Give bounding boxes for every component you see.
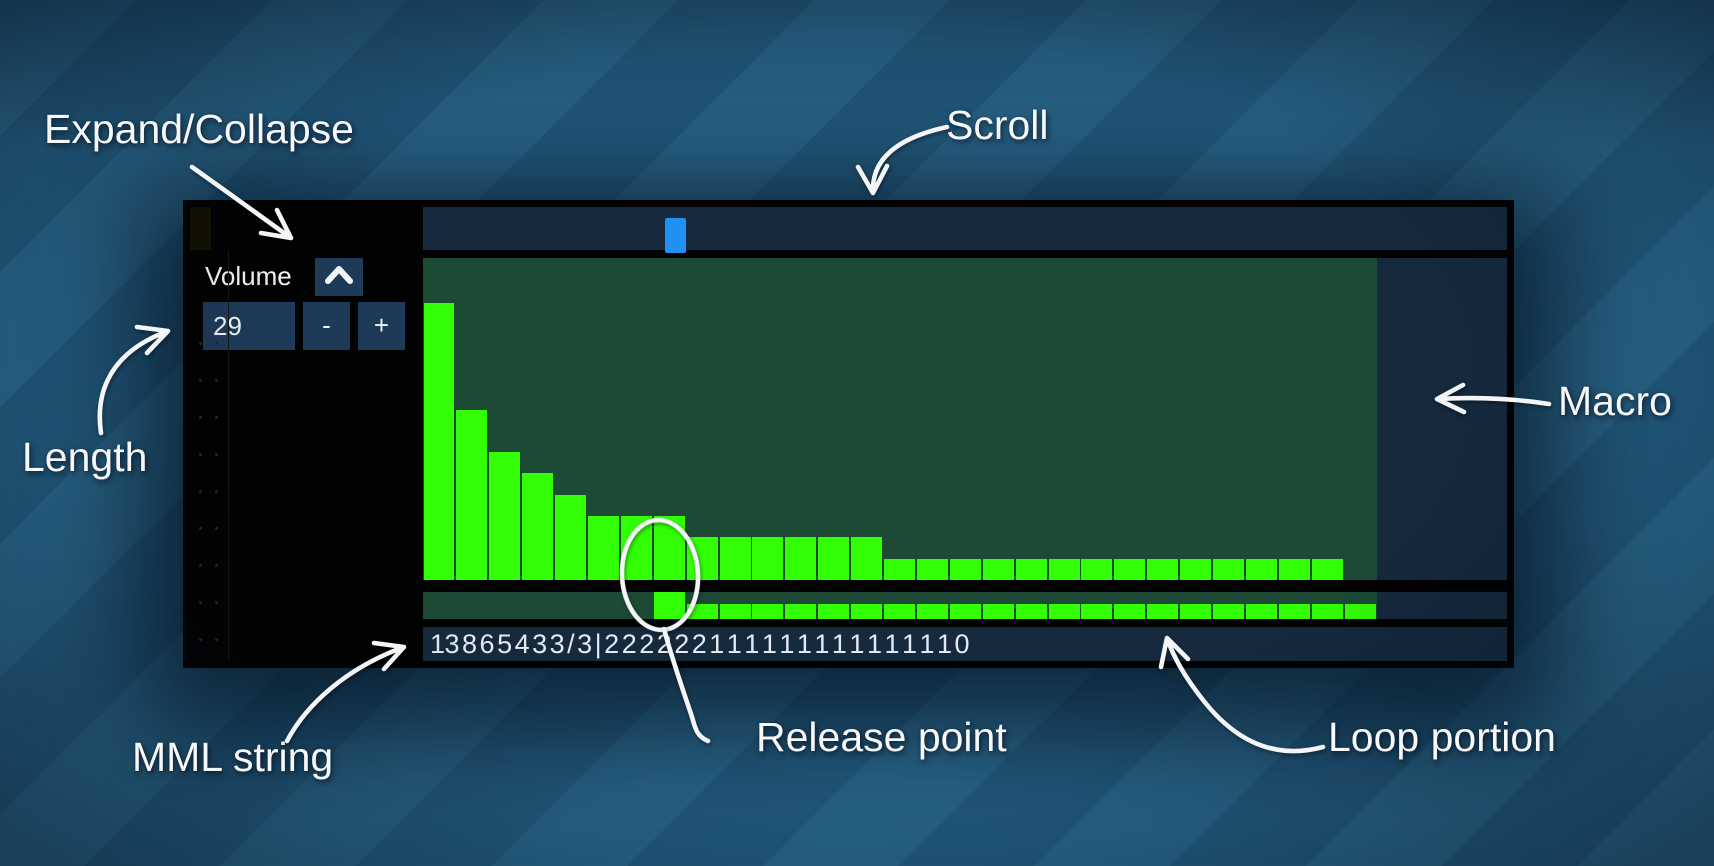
mml-string-value: 13 8 6 5 4 3 3 / 3 | 2 2 2 2 2 2 1 1 1 1… [430,629,970,659]
loop-portion-box [1081,604,1113,619]
loop-portion-box [851,604,883,619]
macro-bar [555,495,587,580]
annotation-loop-portion: Loop portion [1328,714,1556,760]
annotation-expand-collapse: Expand/Collapse [44,106,354,152]
length-increment-button[interactable]: + [358,302,405,350]
grid-dot [199,416,202,419]
loop-portion-box [1147,604,1179,619]
macro-bar [1213,559,1244,580]
macro-bar [489,452,521,580]
grid-dot [199,638,202,641]
loop-portion-box [1180,604,1212,619]
grid-dot [199,564,202,567]
scrollbar-thumb[interactable] [665,218,686,253]
annotation-mml-string: MML string [132,734,334,780]
macro-bar [851,537,883,580]
loop-portion-box [818,604,850,619]
annotation-macro: Macro [1558,378,1672,424]
loop-portion-box [1048,604,1080,619]
expand-collapse-button[interactable] [315,258,363,296]
macro-chart-unused-area [1377,258,1507,580]
macro-bar [456,410,488,580]
length-decrement-button[interactable]: - [303,302,350,350]
grid-dot [215,379,218,382]
grid-dot [215,638,218,641]
macro-bar [818,537,850,580]
loop-portion-box [752,604,784,619]
macro-bar [587,516,619,580]
grid-dot [215,601,218,604]
loop-portion-box [916,604,948,619]
macro-bar [1180,559,1212,580]
macro-bar [1278,559,1310,580]
sidebar-divider [228,250,229,661]
macro-bar [686,537,718,580]
macro-length-input[interactable]: 29 [203,302,295,350]
macro-bar [949,559,981,580]
grid-dot [215,564,218,567]
macro-bar [620,516,652,580]
loop-strip-unused-area [1377,592,1507,619]
macro-bar [522,473,554,580]
grid-dot [199,527,202,530]
macro-editor-panel: Volume 29 - + 13 8 6 5 4 3 3 / 3 | 2 2 2… [183,200,1514,668]
macro-bar [1015,559,1047,580]
macro-bar [884,559,916,580]
macro-bar [752,537,784,580]
loop-portion-box [1213,604,1244,619]
macro-bar [1114,559,1146,580]
chevron-up-icon [324,264,354,291]
grid-dot [199,379,202,382]
grid-dot [215,342,218,345]
loop-portion-box [719,604,751,619]
grid-dot [199,601,202,604]
macro-bar [423,303,455,580]
grid-dot [199,453,202,456]
macro-bar [1048,559,1080,580]
horizontal-scrollbar[interactable] [423,207,1507,253]
loop-portion-box [982,604,1014,619]
loop-portion-box [949,604,981,619]
annotation-release-point: Release point [756,714,1007,760]
loop-portion-box [1245,604,1277,619]
annotation-scroll: Scroll [946,102,1049,148]
macro-bar [1147,559,1179,580]
macro-chart[interactable] [423,258,1377,580]
grid-dot [215,527,218,530]
macro-bar [1245,559,1277,580]
grid-dot [199,490,202,493]
macro-bar [785,537,817,580]
grid-dot [215,490,218,493]
grid-dot [199,342,202,345]
macro-bar [982,559,1014,580]
grid-dot [215,416,218,419]
macro-bar [653,516,685,580]
macro-name-label: Volume [205,261,292,291]
loop-release-strip[interactable] [423,592,1377,619]
arrow-scroll [855,124,950,196]
release-point-marker[interactable] [653,592,685,619]
arrow-length [97,324,171,436]
annotation-length: Length [22,434,148,480]
loop-portion-box [686,604,718,619]
macro-bar [719,537,751,580]
loop-portion-box [1344,604,1376,619]
loop-portion-box [1278,604,1310,619]
loop-portion-box [1114,604,1146,619]
macro-bar [1081,559,1113,580]
loop-portion-box [884,604,916,619]
macro-bar [1311,559,1343,580]
mml-string-input[interactable]: 13 8 6 5 4 3 3 / 3 | 2 2 2 2 2 2 1 1 1 1… [423,627,1507,661]
loop-portion-box [1015,604,1047,619]
loop-portion-box [1311,604,1343,619]
macro-bar [916,559,948,580]
grid-dot [215,453,218,456]
loop-portion-box [785,604,817,619]
header-corner-cell [190,207,211,250]
